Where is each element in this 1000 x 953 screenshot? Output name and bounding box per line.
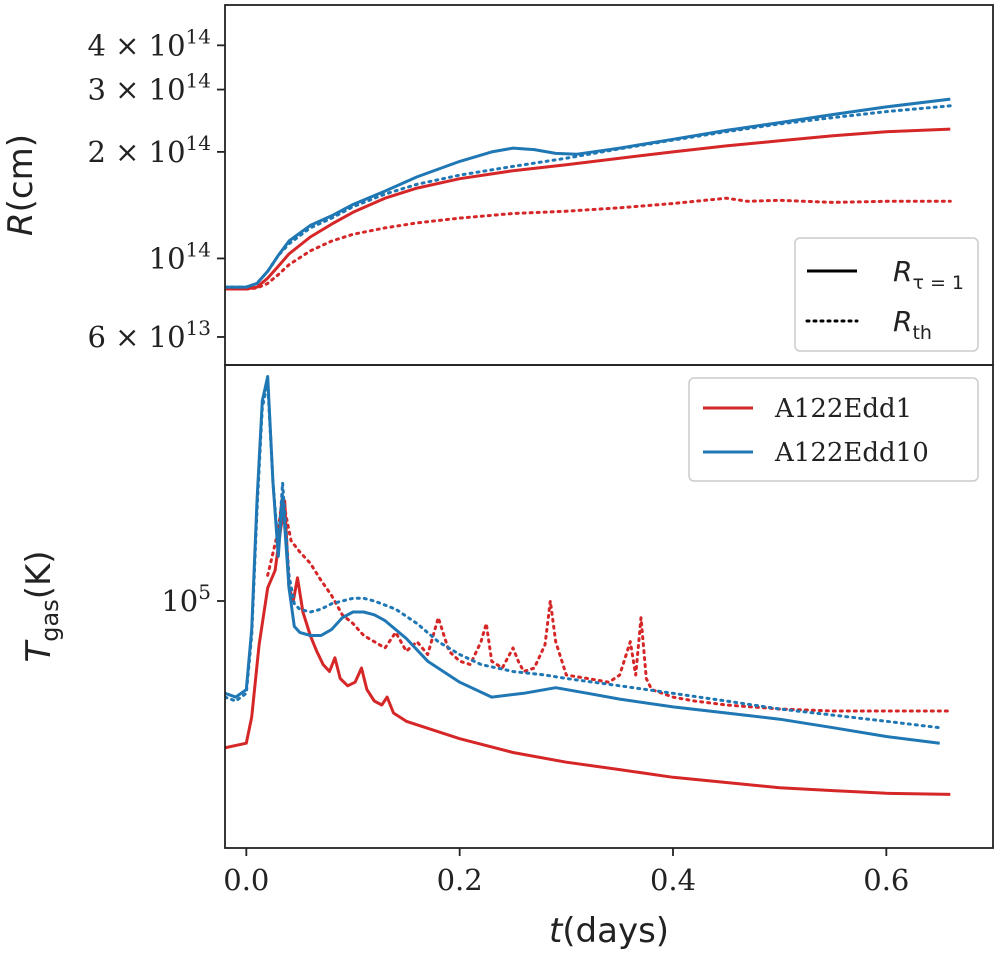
legend-box — [688, 377, 979, 482]
series-line — [225, 499, 951, 796]
y-tick-mantissa: 2 — [87, 135, 105, 169]
y-tick-base: × 10 — [106, 135, 186, 169]
y-tick-base: × 10 — [106, 28, 186, 62]
y-axis-label-symbol: R — [1, 212, 41, 236]
x-tick-label: 0.6 — [863, 863, 909, 897]
y-axis-label-unit: (K) — [19, 550, 59, 599]
y-tick-label: 1014 — [149, 237, 211, 275]
y-tick-mantissa: 3 — [87, 73, 105, 107]
y-tick-exponent: 14 — [186, 237, 211, 261]
series-line — [225, 380, 942, 730]
y-tick-base: × 10 — [106, 73, 186, 107]
legend: A122Edd1 A122Edd10 — [688, 377, 979, 482]
y-tick-exponent: 14 — [186, 69, 211, 93]
y-tick-exponent: 13 — [186, 316, 211, 340]
y-tick-base: × 10 — [106, 320, 186, 354]
legend-label-subscript: th — [912, 322, 932, 344]
x-axis-label-unit: (days) — [562, 911, 669, 951]
x-axis-label: t(days) — [549, 911, 669, 951]
legend-label-symbol: R — [893, 255, 912, 288]
series-line — [225, 104, 952, 289]
series-line — [225, 375, 940, 745]
legend-label-subscript: τ = 1 — [912, 272, 964, 294]
y-tick-mantissa: 6 — [87, 320, 105, 354]
y-tick-base: 10 — [149, 241, 186, 275]
y-axis-label: Tgas(K) — [19, 550, 64, 662]
y-tick-exponent: 14 — [186, 24, 211, 48]
legend-label-symbol: R — [893, 305, 912, 338]
y-tick-mantissa: 4 — [87, 28, 105, 62]
x-axis-label-symbol: t — [549, 911, 564, 951]
y-tick-label: 105 — [161, 580, 211, 618]
y-tick-label: 3 × 1014 — [87, 69, 211, 107]
y-tick-label: 4 × 1014 — [87, 24, 211, 62]
legend-label: Rτ = 1 — [893, 255, 964, 294]
axes-frame — [224, 364, 994, 849]
y-axis-label-unit: (cm) — [1, 134, 41, 212]
y-tick-label: 6 × 1013 — [87, 316, 211, 354]
y-axis-label-subscript: gas — [36, 599, 64, 641]
legend-label: A122Edd10 — [774, 438, 929, 468]
x-tick-label: 0.4 — [650, 863, 696, 897]
series-line — [225, 196, 952, 291]
y-tick-exponent: 5 — [198, 580, 211, 604]
x-tick-label: 0.0 — [223, 863, 269, 897]
legend-label: Rth — [893, 305, 932, 344]
y-tick-base: 10 — [161, 584, 198, 618]
legend-label: A122Edd1 — [774, 394, 912, 424]
y-tick-exponent: 14 — [186, 131, 211, 155]
legend-box — [794, 237, 979, 352]
y-axis-label-symbol: T — [19, 640, 59, 663]
series-line — [266, 493, 952, 713]
x-tick-label: 0.2 — [437, 863, 483, 897]
series-line — [225, 127, 951, 291]
y-axis-label: R(cm) — [1, 134, 41, 236]
y-tick-label: 2 × 1014 — [87, 131, 211, 169]
